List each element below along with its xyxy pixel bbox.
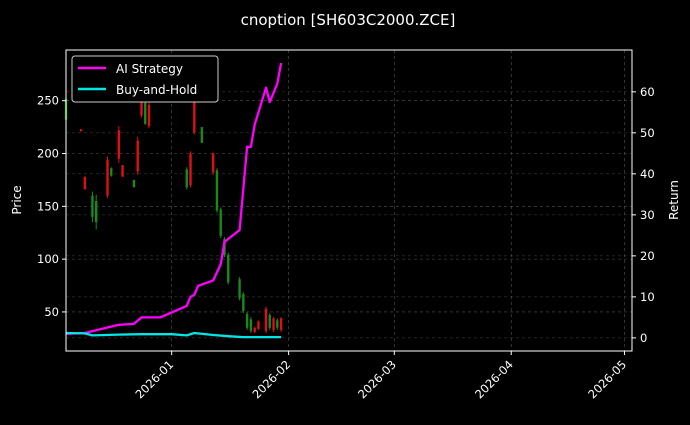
candle-body bbox=[110, 168, 113, 176]
y2-tick-label: 10 bbox=[640, 290, 655, 304]
y-tick-label: 200 bbox=[37, 147, 59, 161]
candle-body bbox=[249, 319, 253, 331]
plot-frame bbox=[65, 49, 633, 352]
y2-tick-label: 20 bbox=[640, 249, 655, 263]
axes: 2026-01 2026-02 2026-03 2026-04 2026-0550100… bbox=[37, 85, 655, 402]
candle-body bbox=[264, 308, 268, 331]
candle-body bbox=[91, 195, 94, 217]
series-lines bbox=[65, 62, 283, 339]
candle-body bbox=[219, 209, 222, 236]
grid bbox=[66, 50, 632, 351]
chart-title: cnoption [SH603C2000.ZCE] bbox=[241, 11, 456, 29]
candle-body bbox=[106, 159, 109, 196]
candle-body bbox=[121, 165, 124, 177]
legend-label-buy-and-hold: Buy-and-Hold bbox=[116, 83, 197, 97]
candle-body bbox=[136, 140, 139, 172]
candle-body bbox=[79, 129, 83, 132]
y-axis-label: Price bbox=[10, 185, 24, 214]
candle-body bbox=[144, 102, 147, 124]
candle-body bbox=[245, 314, 249, 328]
y2-tick-label: 0 bbox=[640, 331, 647, 345]
candle-body bbox=[279, 318, 283, 330]
candle-body bbox=[200, 127, 204, 143]
x-tick-label: 2026-03 bbox=[355, 357, 399, 401]
y2-tick-label: 50 bbox=[640, 126, 655, 140]
candle-body bbox=[242, 293, 245, 311]
y2-tick-label: 60 bbox=[640, 85, 655, 99]
y-tick-label: 100 bbox=[37, 252, 59, 266]
y-tick-label: 250 bbox=[37, 94, 59, 108]
y-tick-label: 150 bbox=[37, 199, 59, 213]
x-tick-label: 2026-01 bbox=[132, 357, 176, 401]
candle-body bbox=[215, 170, 219, 211]
x-tick-label: 2026-02 bbox=[249, 357, 293, 401]
candle-body bbox=[94, 201, 98, 223]
candle-body bbox=[238, 279, 241, 299]
candle-body bbox=[147, 104, 151, 127]
legend-box bbox=[71, 55, 219, 103]
candle-body bbox=[193, 81, 196, 133]
candle-body bbox=[257, 321, 260, 329]
candle-body bbox=[83, 176, 87, 190]
legend: AI Strategy Buy-and-Hold bbox=[71, 55, 219, 103]
candle-body bbox=[185, 169, 188, 188]
series-line-ai-strategy bbox=[65, 62, 283, 335]
candle-body bbox=[189, 153, 192, 186]
candle-body bbox=[268, 315, 271, 328]
candle-body bbox=[272, 318, 275, 330]
candle-body bbox=[117, 130, 121, 159]
y-tick-label: 50 bbox=[44, 305, 59, 319]
candle-body bbox=[276, 320, 279, 328]
x-tick-label: 2026-04 bbox=[472, 357, 516, 401]
candle-body bbox=[132, 179, 136, 188]
x-tick-label: 2026-05 bbox=[585, 357, 629, 401]
candle-body bbox=[211, 153, 215, 173]
candle-body bbox=[227, 254, 230, 283]
y2-tick-label: 30 bbox=[640, 208, 655, 222]
y2-axis-label: Return bbox=[667, 180, 681, 220]
series-line-buy-and-hold bbox=[65, 331, 282, 339]
candle-body bbox=[140, 99, 143, 116]
y2-tick-label: 40 bbox=[640, 167, 655, 181]
legend-label-ai-strategy: AI Strategy bbox=[116, 62, 183, 76]
candle-body bbox=[253, 327, 256, 332]
